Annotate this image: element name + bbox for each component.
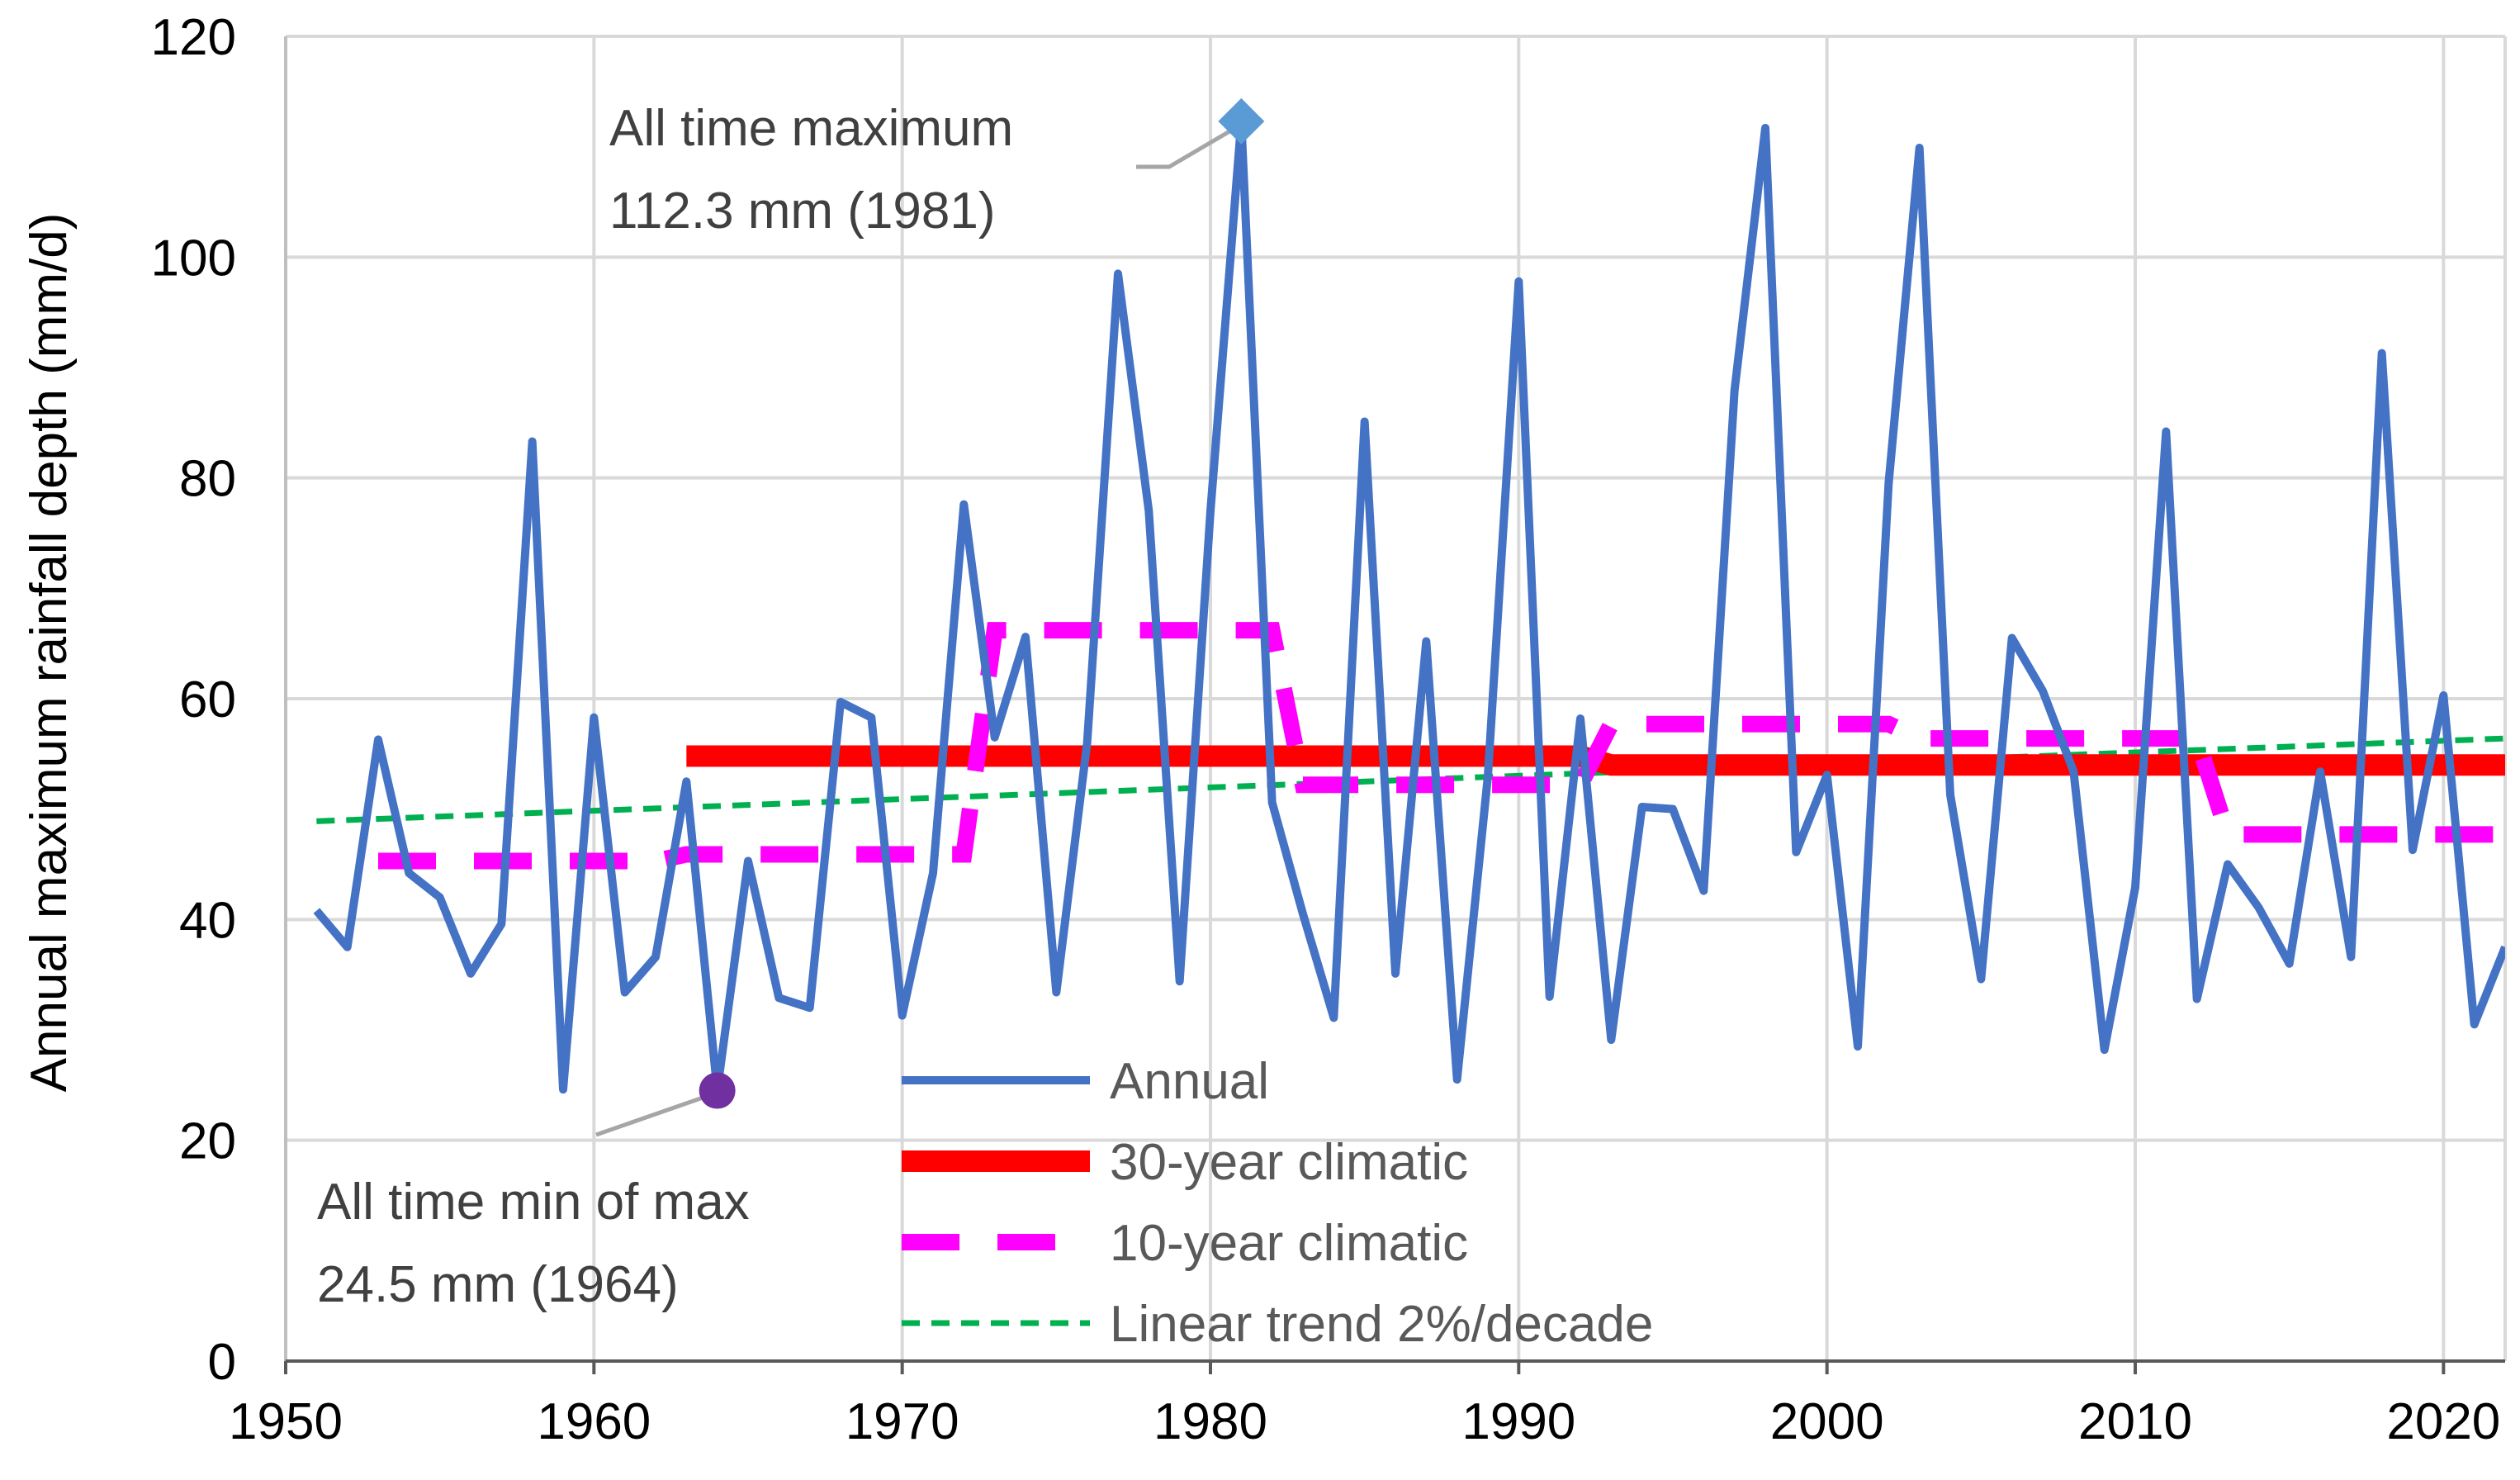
x-tick-label-1970: 1970 <box>846 1393 959 1450</box>
x-tick-label-1960: 1960 <box>537 1393 651 1450</box>
y-tick-label-120: 120 <box>151 9 236 66</box>
x-tick-label-2020: 2020 <box>2386 1393 2500 1450</box>
y-tick-label-60: 60 <box>179 671 236 728</box>
annotations: All time maximum 112.3 mm (1981) All tim… <box>317 100 1013 1313</box>
x-tick-label-2000: 2000 <box>1770 1393 1884 1450</box>
x-tick-label-2010: 2010 <box>2078 1393 2192 1450</box>
annual-layer <box>313 116 2505 1095</box>
tick-labels: 0 20 40 60 80 100 120 1950 1960 1970 1980 1990 2000 2… <box>151 9 2501 1450</box>
max-annotation-line2: 112.3 mm (1981) <box>609 183 996 240</box>
legend-label-10-year: 10-year climatic <box>1110 1215 1468 1272</box>
x-tick-label-1950: 1950 <box>229 1393 343 1450</box>
legend: Annual 30-year climatic 10-year climatic… <box>902 1053 1653 1353</box>
max-annotation-line1: All time maximum <box>609 100 1013 157</box>
min-annotation-line1: All time min of max <box>317 1174 750 1231</box>
min-leader-line <box>595 1095 705 1137</box>
x-tick-label-1990: 1990 <box>1461 1393 1575 1450</box>
climatic-10-line <box>378 622 2505 870</box>
y-tick-label-0: 0 <box>208 1334 236 1391</box>
legend-label-trend: Linear trend 2%/decade <box>1110 1296 1653 1353</box>
y-tick-label-100: 100 <box>151 230 236 287</box>
gridlines <box>284 35 2507 1363</box>
climatic-10-layer <box>378 622 2505 870</box>
legend-label-annual: Annual <box>1110 1053 1269 1110</box>
min-annotation-line2: 24.5 mm (1964) <box>317 1256 679 1313</box>
axes <box>284 36 2505 1374</box>
x-tick-label-1980: 1980 <box>1153 1393 1267 1450</box>
y-axis-label: Annual maximum rainfall depth (mm/d) <box>21 213 78 1093</box>
annual-line <box>313 116 2505 1095</box>
marker-layer <box>595 97 1265 1137</box>
min-marker <box>699 1072 736 1109</box>
max-marker <box>1218 97 1265 145</box>
max-leader-line <box>1136 129 1231 169</box>
y-tick-label-20: 20 <box>179 1113 236 1170</box>
legend-label-30-year: 30-year climatic <box>1110 1134 1468 1191</box>
y-tick-label-80: 80 <box>179 451 236 508</box>
y-tick-label-40: 40 <box>179 892 236 949</box>
